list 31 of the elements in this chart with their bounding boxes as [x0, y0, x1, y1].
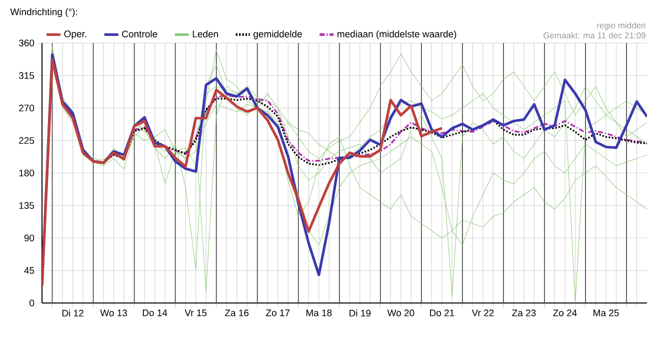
- chart-title: Windrichting (°):: [10, 8, 77, 18]
- text: regio midden: [597, 22, 646, 30]
- x-tick-label: Vr 15: [184, 310, 207, 316]
- y-tick-label: 135: [19, 202, 34, 209]
- x-tick-label: Wo 20: [387, 310, 414, 316]
- x-tick-label: Di 19: [350, 310, 371, 317]
- x-tick-label: Do 14: [142, 310, 168, 316]
- x-tick-label: Za 16: [224, 310, 249, 316]
- legend-label: Leden: [192, 30, 218, 38]
- y-tick-label: 45: [24, 267, 34, 274]
- legend-label: mediaan (middelste waarde): [338, 30, 456, 40]
- y-tick-label: 225: [19, 137, 34, 144]
- x-tick-label: Do 21: [430, 310, 454, 316]
- text: Gemaakt: ma 11 dec 21:09: [544, 32, 646, 38]
- y-tick-label: 180: [19, 170, 34, 176]
- legend-label: gemiddelde: [254, 30, 302, 40]
- x-tick-label: Vr 22: [472, 310, 494, 316]
- legend-label: Controle: [122, 30, 158, 38]
- x-tick-label: Za 23: [512, 310, 536, 316]
- y-tick-label: 270: [19, 104, 34, 112]
- x-tick-label: Zo 24: [553, 310, 577, 316]
- y-tick-label: 315: [18, 72, 34, 79]
- x-tick-label: Zo 17: [266, 310, 290, 316]
- x-tick-label: Ma 25: [594, 310, 619, 316]
- y-tick-label: 90: [24, 234, 34, 242]
- x-tick-label: Wo 13: [100, 310, 127, 316]
- y-tick-label: 0: [30, 300, 34, 306]
- y-tick-label: 360: [18, 40, 34, 46]
- x-tick-label: Ma 18: [306, 310, 332, 316]
- x-tick-label: Di 12: [62, 310, 84, 316]
- legend-label: Oper.: [64, 30, 86, 40]
